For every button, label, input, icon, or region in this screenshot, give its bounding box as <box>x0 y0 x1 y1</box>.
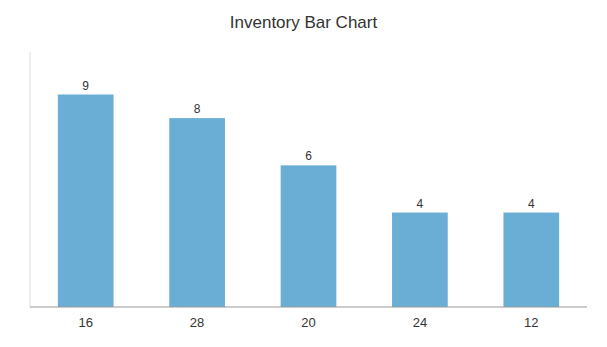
x-tick-label: 12 <box>524 315 538 330</box>
chart-svg: Inventory Bar Chart 9 8 6 4 4 16 28 20 24 12 <box>0 0 607 347</box>
data-label: 9 <box>82 79 89 93</box>
data-label: 4 <box>417 197 424 211</box>
bar <box>392 213 448 307</box>
bar <box>503 213 559 307</box>
x-tick-label: 28 <box>190 315 204 330</box>
bars <box>58 95 559 308</box>
data-label: 4 <box>528 197 535 211</box>
bar <box>58 95 114 308</box>
x-tick-label: 20 <box>301 315 315 330</box>
chart-container: Inventory Bar Chart 9 8 6 4 4 16 28 20 24 12 <box>0 0 607 347</box>
title: Inventory Bar Chart <box>230 13 378 32</box>
data-label: 8 <box>194 102 201 116</box>
x-axis-line <box>30 307 587 308</box>
x-tick-label: 16 <box>78 315 92 330</box>
bar <box>281 165 337 307</box>
x-tick-label: 24 <box>413 315 427 330</box>
bar <box>169 118 225 307</box>
data-label: 6 <box>305 149 312 163</box>
y-axis-line <box>30 52 31 307</box>
